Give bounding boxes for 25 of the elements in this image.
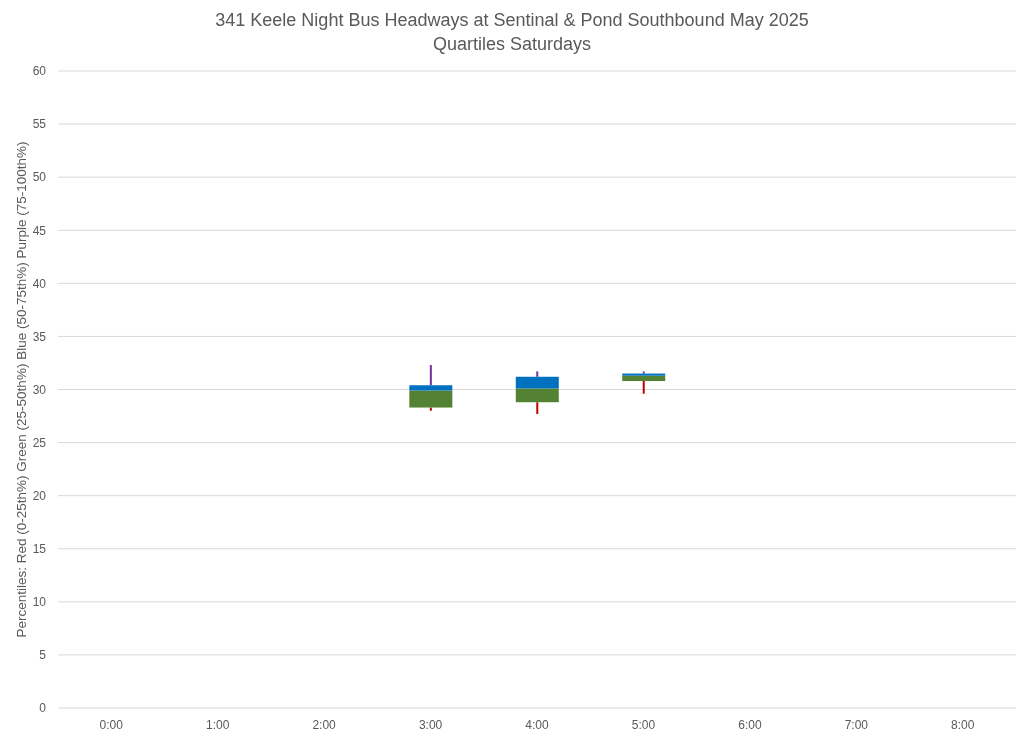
y-tick-label: 40 bbox=[32, 276, 47, 291]
chart-subtitle: Quartiles Saturdays bbox=[431, 33, 593, 56]
y-tick-label: 15 bbox=[32, 542, 47, 557]
x-tick-label: 4:00 bbox=[525, 717, 549, 732]
chart-title: 341 Keele Night Bus Headways at Sentinal & Pond Southbound May 2025 bbox=[214, 9, 810, 32]
y-tick-label: 5 bbox=[39, 648, 47, 663]
y-tick-label: 35 bbox=[32, 329, 47, 344]
y-axis-title: Percentiles: Red (0-25th%) Green (25-50th%) Blue (50-75th%) Purple (75-100th%) bbox=[13, 141, 29, 638]
x-tick-label: 5:00 bbox=[631, 717, 656, 732]
x-tick-label: 7:00 bbox=[844, 717, 869, 732]
x-tick-label: 2:00 bbox=[312, 717, 337, 732]
x-tick-label: 3:00 bbox=[418, 717, 443, 732]
y-tick-label: 45 bbox=[32, 223, 47, 238]
y-tick-label: 30 bbox=[32, 382, 47, 397]
x-tick-label: 6:00 bbox=[738, 717, 762, 732]
y-tick-label: 10 bbox=[32, 595, 47, 610]
y-tick-label: 60 bbox=[32, 64, 47, 79]
y-tick-label: 0 bbox=[39, 701, 47, 716]
y-tick-label: 50 bbox=[32, 170, 47, 185]
y-tick-label: 55 bbox=[32, 117, 47, 132]
y-tick-label: 25 bbox=[32, 435, 47, 450]
y-tick-label: 20 bbox=[32, 488, 47, 503]
x-tick-label: 0:00 bbox=[99, 717, 124, 732]
x-tick-label: 8:00 bbox=[951, 717, 975, 732]
x-tick-label: 1:00 bbox=[205, 717, 230, 732]
